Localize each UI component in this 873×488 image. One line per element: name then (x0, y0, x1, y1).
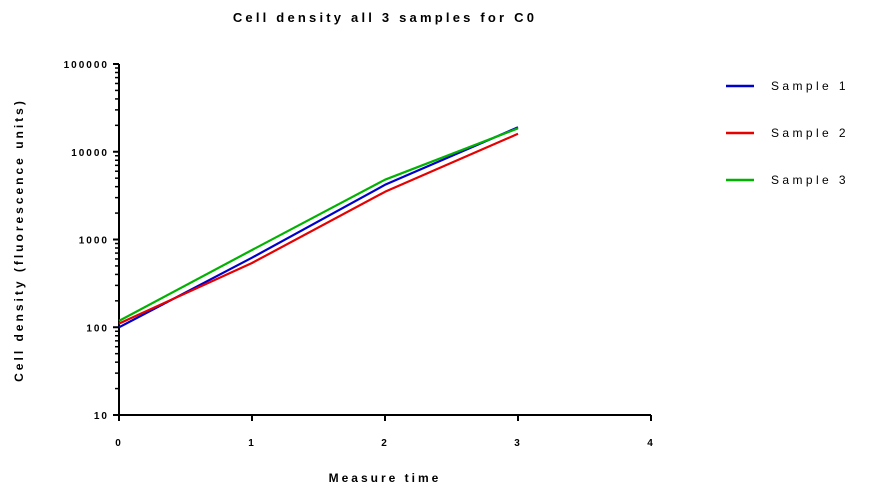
series-lines (118, 126, 519, 329)
y-axis-label: Cell density (fluorescence units) (12, 98, 26, 382)
legend-item: Sample 3 (726, 173, 849, 187)
y-tick-label: 100 (86, 323, 109, 334)
x-tick-label: 2 (381, 438, 389, 449)
x-axis-ticks: 0 1 2 3 4 (115, 415, 655, 449)
y-tick-label: 100000 (64, 60, 109, 71)
x-axis-label: Measure time (329, 471, 442, 485)
legend-item: Sample 1 (726, 79, 849, 93)
series-line-sample-2 (118, 132, 519, 325)
legend-label: Sample 1 (771, 79, 849, 93)
y-tick-label: 1000 (79, 236, 109, 247)
y-tick-label: 10000 (71, 148, 109, 159)
series-line-sample-3 (118, 127, 519, 322)
legend-label: Sample 2 (771, 126, 849, 140)
x-tick-label: 1 (248, 438, 256, 449)
legend: Sample 1 Sample 2 Sample 3 (726, 79, 849, 187)
plot-area: 0 1 2 3 4 10 100 1000 10000 100000 (64, 60, 655, 449)
legend-item: Sample 2 (726, 126, 849, 140)
legend-label: Sample 3 (771, 173, 849, 187)
x-tick-label: 3 (514, 438, 522, 449)
y-tick-label: 10 (94, 411, 109, 422)
x-tick-label: 0 (115, 438, 123, 449)
x-tick-label: 4 (647, 438, 655, 449)
y-axis-ticks: 10 100 1000 10000 100000 (64, 60, 119, 422)
chart-title: Cell density all 3 samples for C0 (233, 10, 537, 25)
